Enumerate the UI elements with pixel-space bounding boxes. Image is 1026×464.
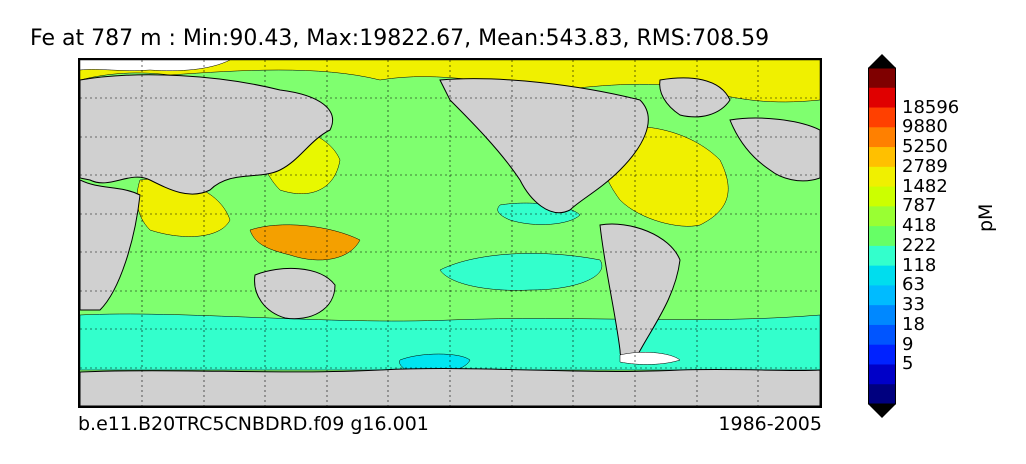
colorbar-tick-label: 787	[902, 195, 937, 217]
colorbar	[868, 54, 896, 418]
australia-land	[254, 267, 336, 320]
colorbar-tick-label: 1482	[902, 175, 948, 197]
colorbar-segment	[868, 265, 896, 286]
colorbar-segment	[868, 68, 896, 89]
colorbar-segment	[868, 147, 896, 168]
eurasia-land	[80, 74, 333, 195]
colorbar-frame	[868, 67, 896, 405]
colorbar-tick-label: 418	[902, 215, 937, 237]
greenland-land	[659, 77, 731, 118]
colorbar-segment	[868, 324, 896, 346]
colorbar-tick-label: 9880	[902, 116, 948, 138]
colorbar-segment	[868, 107, 896, 128]
colorbar-segment	[868, 344, 896, 365]
colorbar-tick-label: 33	[902, 294, 925, 316]
north-america-land	[439, 78, 649, 214]
colorbar-tick-label: 118	[902, 254, 937, 276]
colorbar-segment	[868, 285, 896, 306]
colorbar-tick-label: 63	[902, 274, 925, 296]
colorbar-tick-label: 222	[902, 234, 937, 256]
colorbar-segment	[868, 226, 896, 247]
colorbar-units-label: pM	[975, 203, 997, 232]
colorbar-segment	[868, 127, 896, 148]
colorbar-segment	[868, 186, 896, 207]
colorbar-tick-label: 2789	[902, 155, 948, 177]
years-label: 1986-2005	[718, 413, 822, 435]
africa-land	[80, 179, 141, 311]
colorbar-tick-label: 5	[902, 353, 914, 375]
colorbar-segment	[868, 364, 896, 385]
colorbar-tick-label: 9	[902, 333, 914, 355]
case-name-label: b.e11.B20TRC5CNBDRD.f09 g16.001	[78, 413, 429, 435]
east-pacific-low-fe-region	[439, 253, 603, 291]
colorbar-segment	[868, 87, 896, 109]
colorbar-segment	[868, 245, 896, 267]
colorbar-segment	[868, 305, 896, 326]
colorbar-tick-label: 18596	[902, 96, 960, 118]
colorbar-segment	[868, 384, 896, 405]
map-title: Fe at 787 m : Min:90.43, Max:19822.67, M…	[30, 26, 770, 51]
colorbar-tick-label: 5250	[902, 136, 948, 158]
arctic-ice	[80, 60, 231, 71]
indonesia-orange-region	[249, 224, 361, 261]
colorbar-tick-label: 18	[902, 313, 925, 335]
colorbar-under-arrow	[868, 404, 896, 418]
europe-land	[729, 117, 820, 182]
colorbar-over-arrow	[868, 54, 896, 68]
colorbar-segment	[868, 206, 896, 227]
colorbar-segment	[868, 166, 896, 188]
global-map	[78, 58, 822, 408]
